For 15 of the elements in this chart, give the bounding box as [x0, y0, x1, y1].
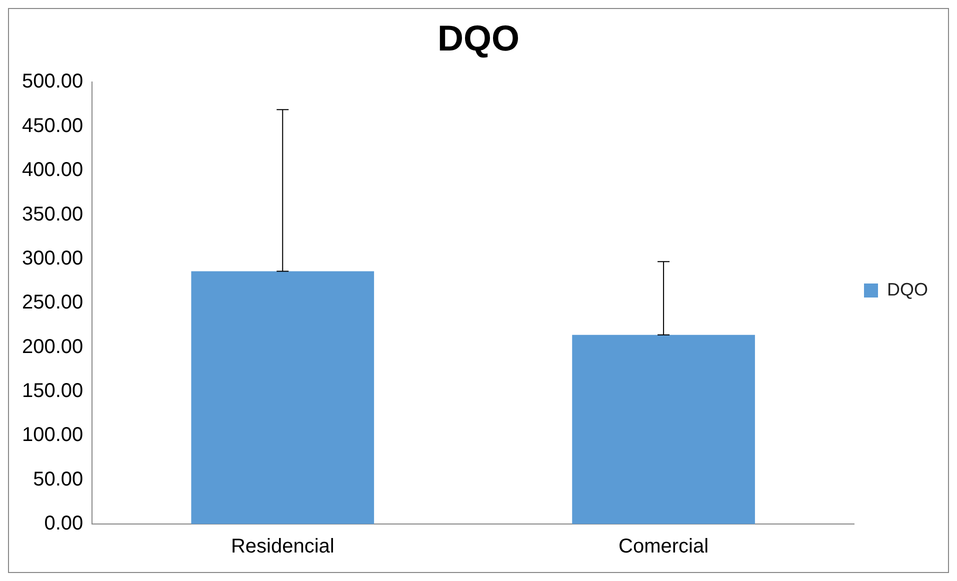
y-tick-label: 100.00	[22, 424, 84, 446]
y-tick-label: 200.00	[22, 336, 84, 358]
y-tick-label: 300.00	[22, 247, 84, 270]
x-tick-label: Residencial	[230, 536, 334, 558]
y-tick-label: 0.00	[44, 512, 84, 535]
y-tick-label: 500.00	[22, 70, 84, 93]
y-tick-label: 350.00	[22, 203, 84, 226]
y-tick-label: 150.00	[22, 380, 84, 402]
y-tick-label: 50.00	[33, 468, 84, 490]
y-tick-label: 250.00	[22, 292, 84, 314]
y-tick-label: 400.00	[22, 159, 84, 182]
y-tick-label: 450.00	[22, 114, 84, 137]
x-tick-label: Comercial	[618, 536, 709, 558]
legend-label: DQO	[887, 279, 928, 300]
chart-title: DQO	[437, 18, 520, 59]
